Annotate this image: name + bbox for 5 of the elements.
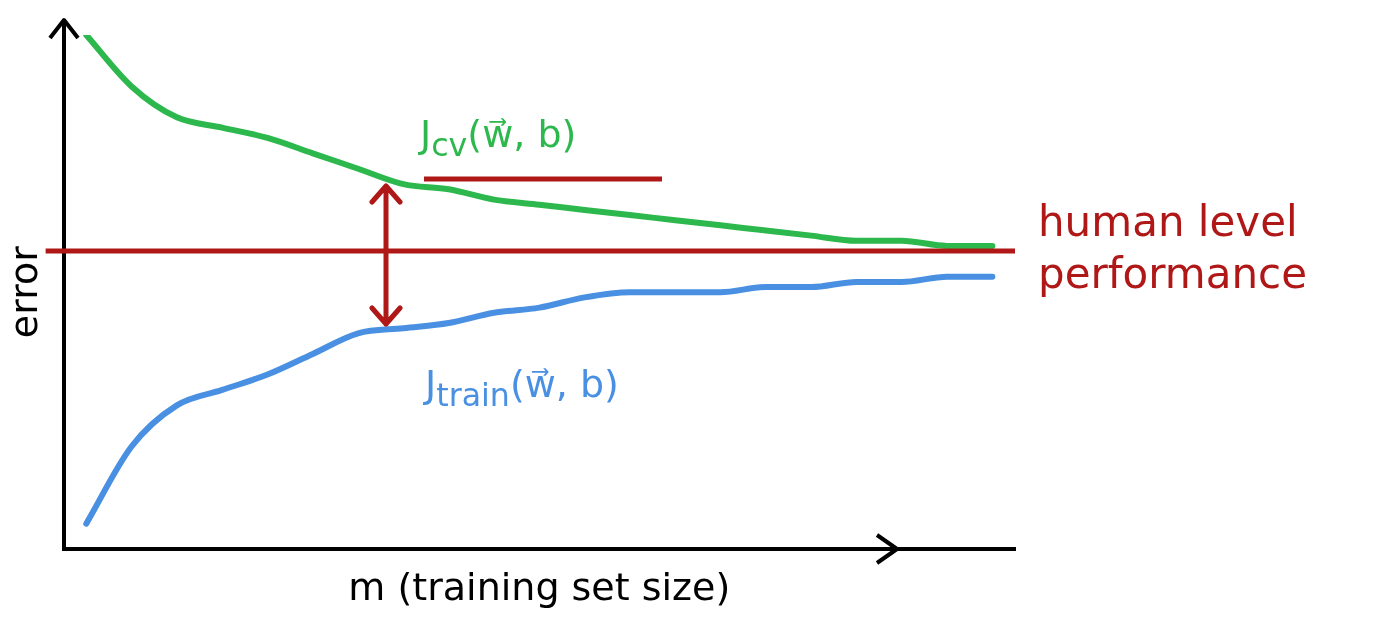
y-axis-title: error [1, 245, 46, 339]
series-label: J$_{train}$(w⃗, b) [425, 362, 619, 413]
ref-line-label: human level performance [1038, 196, 1308, 300]
x-axis-title: m (training set size) [348, 565, 731, 610]
series-label: J$_{cv}$(w⃗, b) [420, 112, 577, 163]
